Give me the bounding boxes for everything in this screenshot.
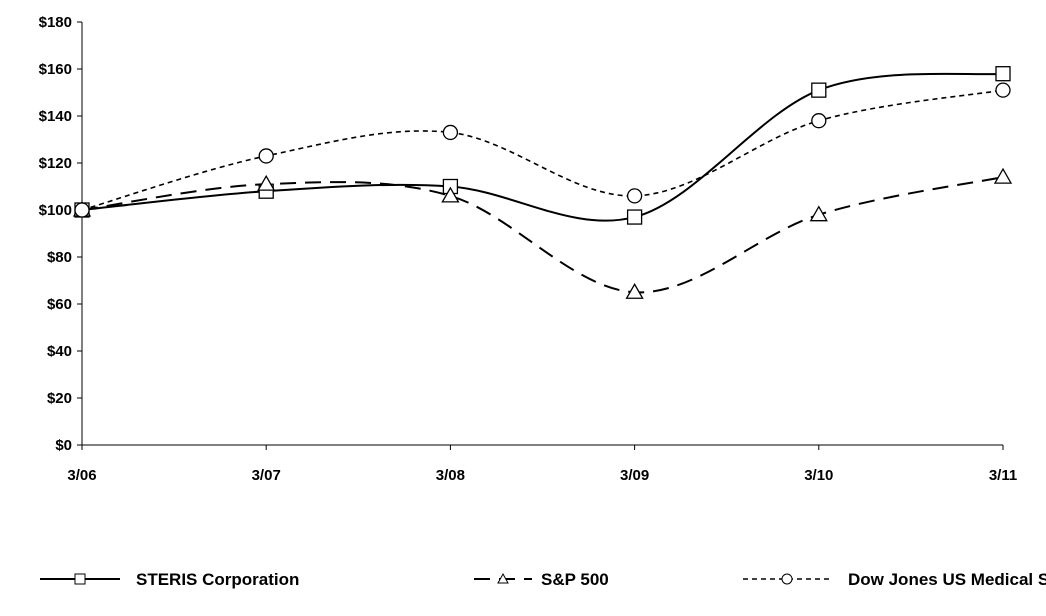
series-line	[81, 176, 1004, 294]
data-point-circle	[626, 188, 643, 204]
legend-label: Dow Jones US Medical Supplies	[848, 570, 1046, 589]
x-tick-label: 3/07	[252, 467, 281, 484]
y-tick-label: $140	[39, 108, 72, 125]
data-point-triangle	[257, 174, 276, 191]
y-tick-label: $160	[39, 61, 72, 78]
y-tick-label: $80	[47, 249, 72, 266]
legend-marker-circle	[781, 573, 793, 585]
y-tick-label: $20	[47, 390, 72, 407]
axes: $0 $20 $40 $60 $80 $100 $120 $140 $160 $180 3/06 3/…	[39, 14, 1018, 484]
x-tick-label: 3/08	[436, 467, 465, 484]
data-point-triangle	[441, 186, 460, 203]
x-tick-label: 3/11	[989, 467, 1017, 484]
data-point-square	[995, 66, 1011, 82]
series-triangle	[72, 167, 1013, 299]
data-point-triangle	[993, 167, 1013, 184]
series-circle	[74, 82, 1011, 218]
data-point-square	[626, 209, 643, 225]
series-line	[81, 89, 1004, 211]
x-tick-label: 3/06	[67, 467, 96, 484]
legend-marker-triangle	[497, 572, 509, 584]
series-line	[81, 72, 1004, 222]
y-tick-label: $0	[55, 437, 72, 454]
data-point-circle	[258, 148, 274, 164]
data-point-square	[811, 82, 827, 98]
legend-item: STERIS Corporation	[40, 570, 299, 589]
legend-label: S&P 500	[541, 570, 609, 589]
legend-marker-square	[74, 573, 86, 585]
y-tick-label: $40	[47, 343, 72, 360]
legend-item: Dow Jones US Medical Supplies	[743, 570, 1046, 589]
x-tick-label: 3/09	[620, 467, 649, 484]
legend: STERIS Corporation S&P 500 Dow Jones US Me…	[40, 570, 1046, 589]
y-tick-label: $120	[39, 155, 72, 172]
data-point-circle	[74, 202, 90, 218]
data-point-circle	[995, 82, 1011, 98]
data-point-triangle	[625, 282, 644, 299]
y-tick-label: $100	[39, 202, 72, 219]
data-point-circle	[442, 124, 459, 141]
legend-item: S&P 500	[474, 570, 609, 589]
series-square	[74, 66, 1011, 225]
x-tick-label: 3/10	[804, 467, 833, 484]
data-point-triangle	[809, 205, 828, 222]
data-point-circle	[811, 113, 827, 129]
legend-label: STERIS Corporation	[136, 570, 299, 589]
y-tick-label: $60	[47, 296, 72, 313]
series-layer	[72, 66, 1013, 299]
y-tick-label: $180	[39, 14, 72, 31]
